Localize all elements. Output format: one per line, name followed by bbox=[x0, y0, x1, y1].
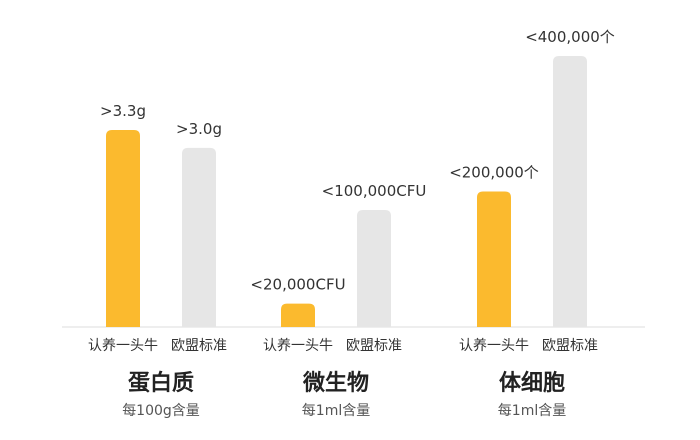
group-title-1: 微生物 bbox=[302, 370, 369, 396]
data-label-2-1: <400,000个 bbox=[525, 28, 615, 46]
series-label-2-0: 认养一头牛 bbox=[459, 338, 529, 354]
series-label-0-1: 欧盟标准 bbox=[171, 338, 227, 354]
bar-0-1 bbox=[182, 147, 216, 327]
series-label-2-1: 欧盟标准 bbox=[542, 338, 598, 354]
bar-1-0 bbox=[281, 303, 315, 327]
series-label-0-0: 认养一头牛 bbox=[88, 338, 158, 354]
bar-0-0 bbox=[106, 130, 140, 327]
data-label-0-1: >3.0g bbox=[176, 120, 222, 138]
bar-2-0 bbox=[477, 191, 511, 327]
bar-1-1 bbox=[357, 210, 391, 327]
group-subtitle-0: 每100g含量 bbox=[122, 403, 200, 419]
data-label-1-1: <100,000CFU bbox=[322, 182, 427, 200]
bar-2-1 bbox=[553, 56, 587, 327]
group-subtitle-2: 每1ml含量 bbox=[498, 403, 566, 419]
data-label-2-0: <200,000个 bbox=[449, 164, 539, 182]
group-title-0: 蛋白质 bbox=[128, 370, 194, 396]
group-title-2: 体细胞 bbox=[499, 370, 565, 396]
data-label-1-0: <20,000CFU bbox=[250, 276, 345, 294]
group-subtitle-1: 每1ml含量 bbox=[302, 403, 370, 419]
data-label-0-0: >3.3g bbox=[100, 102, 146, 120]
series-label-1-0: 认养一头牛 bbox=[263, 338, 333, 354]
series-label-1-1: 欧盟标准 bbox=[346, 338, 402, 354]
